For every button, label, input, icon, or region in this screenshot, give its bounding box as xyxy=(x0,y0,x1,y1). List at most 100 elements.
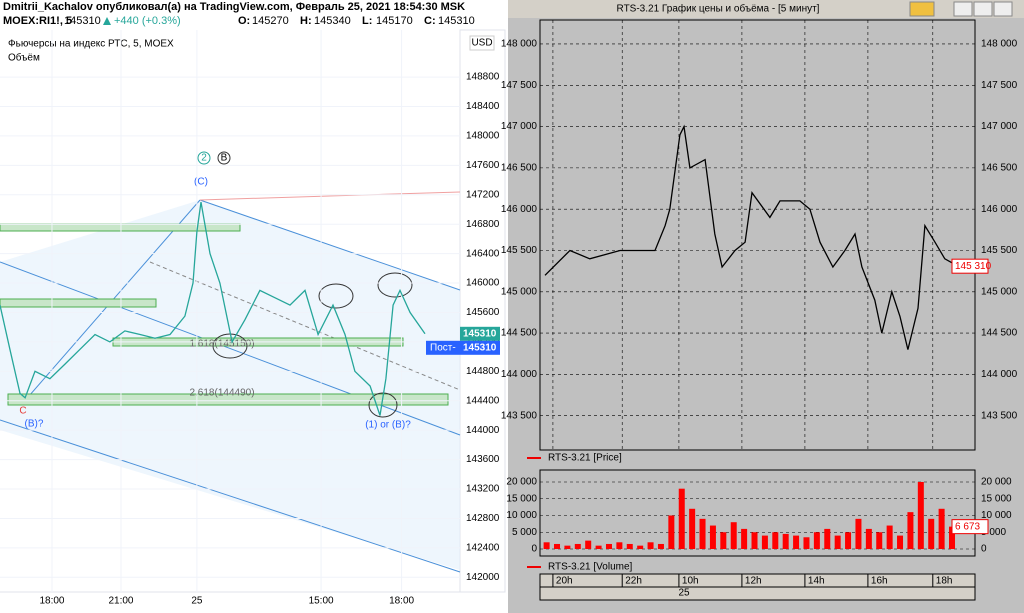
y-tick-label: 148800 xyxy=(466,72,500,83)
volume-bar xyxy=(813,532,820,549)
price-line xyxy=(544,124,959,350)
zone xyxy=(7,393,449,406)
x-tick-label: 18h xyxy=(936,576,953,587)
y-tick-label: 148000 xyxy=(466,131,500,142)
y-tick-label: 147 000 xyxy=(981,121,1018,132)
y-tick-label: 143200 xyxy=(466,484,500,495)
channel-line xyxy=(0,261,461,436)
channel-line xyxy=(199,199,461,291)
x-tick-label: 14h xyxy=(808,576,825,587)
y-tick-label: 145600 xyxy=(466,307,500,318)
minimize-button[interactable] xyxy=(953,1,973,17)
close-button[interactable] xyxy=(993,1,1013,17)
annotation: (C) xyxy=(194,177,208,188)
window-title: RTS-3.21 График цены и объёма - [5 минут… xyxy=(617,3,820,15)
volume-bar xyxy=(554,543,561,549)
y-tick-label: 148400 xyxy=(466,101,500,112)
price-line xyxy=(0,201,426,416)
maximize-button[interactable] xyxy=(973,1,993,17)
y-tick-label: 147 000 xyxy=(501,121,538,132)
annotation: 2 xyxy=(201,153,207,164)
volume-bar xyxy=(564,545,571,549)
volume-bar xyxy=(585,540,592,549)
y-tick-label: 147600 xyxy=(466,160,500,171)
y-tick-label: 146400 xyxy=(466,248,500,259)
volume-bar xyxy=(907,512,914,549)
volume-bar xyxy=(678,488,685,549)
ohlc-key: H: xyxy=(300,15,312,27)
wave-circle xyxy=(197,151,211,165)
volume-bar xyxy=(689,508,696,549)
y-tick-label: 5 000 xyxy=(981,527,1006,538)
y-tick-label: 144400 xyxy=(466,395,500,406)
last-label: 6 673 xyxy=(955,521,980,532)
ohlc-key: C: xyxy=(424,15,436,27)
title-bar xyxy=(508,0,1024,18)
annotation: (B)? xyxy=(25,419,44,430)
x-tick-label: 20h xyxy=(556,576,573,587)
y-tick-label: 148 000 xyxy=(501,39,538,50)
x-tick-label: 16h xyxy=(871,576,888,587)
volume-bar xyxy=(574,543,581,549)
volume-bar xyxy=(668,515,675,549)
y-tick-label: 144 500 xyxy=(981,328,1018,339)
ohlc-value: 145310 xyxy=(438,15,475,27)
post-box xyxy=(426,340,500,355)
volume-bar xyxy=(928,518,935,549)
y-tick-label: 145 000 xyxy=(981,286,1018,297)
fib-line xyxy=(199,191,461,201)
volume-bar xyxy=(720,532,727,549)
price-legend: RTS-3.21 [Price] xyxy=(548,453,622,464)
currency-box[interactable] xyxy=(469,35,495,51)
y-tick-label: 145 500 xyxy=(981,245,1018,256)
y-tick-label: 144 500 xyxy=(501,328,538,339)
annotation: B xyxy=(221,153,228,164)
x-tick-label: 10h xyxy=(682,576,699,587)
zone xyxy=(0,298,157,308)
y-tick-label: 146000 xyxy=(466,278,500,289)
volume-legend: RTS-3.21 [Volume] xyxy=(548,562,633,573)
ohlc-key: O: xyxy=(238,15,250,27)
y-tick-label: 146 500 xyxy=(501,163,538,174)
wave-circle xyxy=(217,151,231,165)
volume-bar xyxy=(855,518,862,549)
y-tick-label: 146800 xyxy=(466,219,500,230)
zone xyxy=(0,223,241,232)
pitchfork-area xyxy=(0,200,460,570)
volume-bar xyxy=(616,542,623,549)
y-tick-label: 144000 xyxy=(466,425,500,436)
volume-bar xyxy=(761,535,768,549)
y-tick-label: 15 000 xyxy=(981,493,1012,504)
link-button[interactable] xyxy=(909,1,935,17)
annotation: (1) or (B)? xyxy=(365,420,411,431)
ohlc-value: 145270 xyxy=(252,15,289,27)
channel-line xyxy=(0,419,461,573)
up-icon xyxy=(103,17,111,25)
y-tick-label: 142000 xyxy=(466,572,500,583)
ohlc-key: L: xyxy=(362,15,372,27)
y-tick-label: 5 000 xyxy=(512,527,537,538)
ohlc-value: 145170 xyxy=(376,15,413,27)
x-tick-label: 18:00 xyxy=(39,596,64,607)
x-tick-label: 21:00 xyxy=(108,596,133,607)
last-box xyxy=(951,519,989,535)
price-box xyxy=(460,326,500,341)
volume-bar xyxy=(917,481,924,549)
volume-bar xyxy=(793,535,800,549)
y-tick-label: 145 500 xyxy=(501,245,538,256)
volume-bar xyxy=(897,535,904,549)
y-tick-label: 144 000 xyxy=(981,369,1018,380)
author-line: Dmitrii_Kachalov опубликовал(а) на Tradi… xyxy=(3,1,465,13)
change: +440 (+0.3%) xyxy=(114,15,181,27)
volume-bar xyxy=(782,533,789,549)
y-tick-label: 15 000 xyxy=(506,493,537,504)
volume-bar xyxy=(605,543,612,549)
post-price: 145310 xyxy=(463,342,497,353)
volume-bar xyxy=(647,542,654,549)
symbol: MOEX:RI1!, 5 xyxy=(3,15,72,27)
volume-bar xyxy=(709,525,716,549)
x-tick-label: 22h xyxy=(625,576,642,587)
x-tick-label: 15:00 xyxy=(309,596,334,607)
y-tick-label: 145 000 xyxy=(501,286,538,297)
